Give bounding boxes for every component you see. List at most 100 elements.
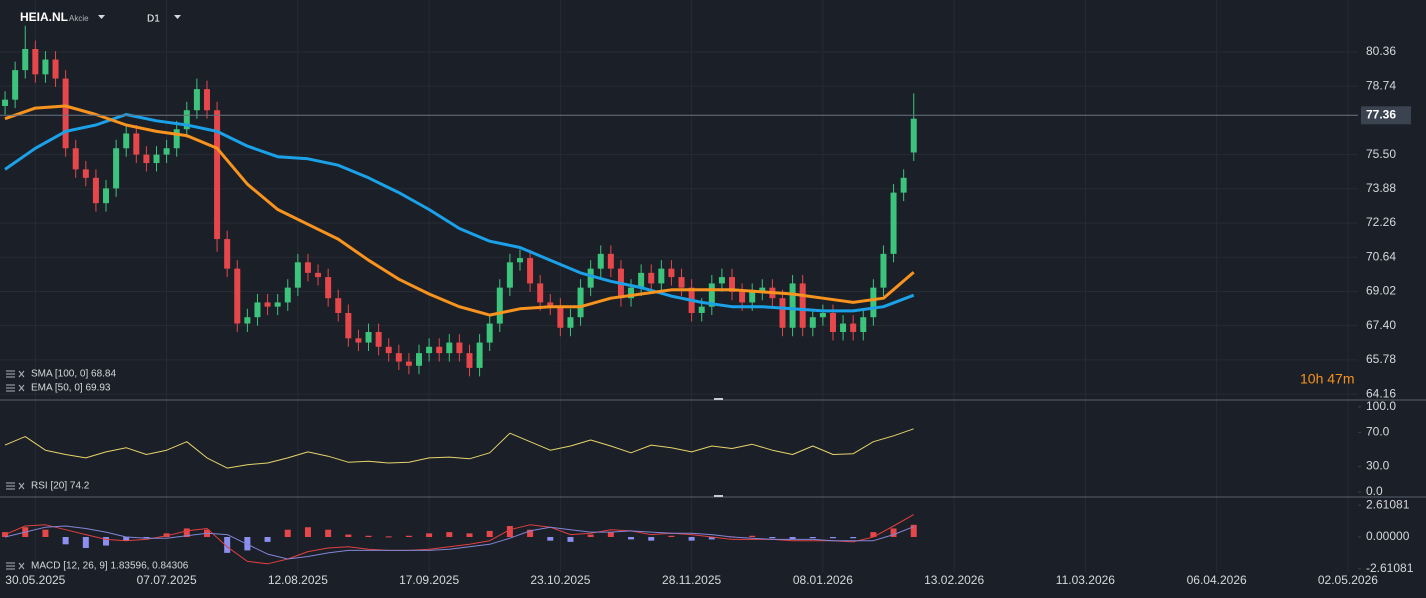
indicator-line [4,428,914,469]
y-tick-label: 0.00000 [1366,529,1410,543]
histogram-bar [244,537,251,551]
candle-body [2,99,9,107]
y-tick-label: 0.0 [1366,484,1383,498]
candle-body [607,253,614,269]
histogram-bar [446,532,453,537]
histogram-bar [809,537,816,539]
candle-body [547,302,554,307]
candle-body [32,48,39,75]
x-tick-label: 28.11.2025 [662,573,721,587]
x-tick-label: 13.02.2026 [924,573,984,587]
candle-body [527,258,534,284]
candle-body [385,346,392,354]
y-tick-label: -2.61081 [1366,561,1414,575]
histogram-bar [890,528,897,537]
candle-body [52,59,59,79]
candle-body [12,70,19,100]
candle-body [577,287,584,318]
candle-body [42,59,49,75]
histogram-bar [405,535,412,537]
candle-body [537,283,544,303]
candle-body [345,312,352,339]
legend-icons[interactable] [6,370,25,570]
candle-body [638,272,645,288]
moving-average-line [4,104,915,317]
pane-handle[interactable] [714,398,723,400]
histogram-bar [910,524,917,537]
dropdown-arrow[interactable] [98,15,105,19]
candle-body [648,272,655,284]
y-tick-label: 80.36 [1366,44,1396,58]
histogram-bar [749,535,756,537]
candle-body [739,291,746,303]
candle-body [850,323,857,332]
candle-body [436,346,443,354]
candle-body [557,306,564,328]
axes: 30.05.2025 07.07.2025 12.08.2025 17.09.2025… [5,44,1413,587]
current-price-box [1361,106,1411,125]
moving-average-line [4,113,915,313]
y-tick-label: 78.74 [1366,78,1396,92]
candle-body [264,302,271,307]
y-tick-label: 65.78 [1366,352,1396,366]
x-tick-label: 12.08.2025 [268,573,328,587]
candle-body [405,361,412,366]
candle-body [395,353,402,362]
candle-body [628,287,635,299]
candle-body [416,353,423,366]
candle-body [274,302,281,307]
timeframe[interactable]: D1 [147,14,160,25]
legend-entry: SMA [100, 0] 68.84 [31,369,116,380]
histogram-bar [143,537,150,539]
x-tick-label: 11.03.2026 [1056,573,1115,587]
legend-entry: RSI [20] 74.2 [31,481,90,492]
pane-handle[interactable] [714,495,723,497]
candle-body [668,268,675,278]
y-tick-label: 73.88 [1366,181,1396,195]
candle-body [749,291,756,303]
candle-body [759,287,766,292]
x-tick-label: 07.07.2025 [137,573,197,587]
indicator-line [4,514,914,565]
candle-body [658,268,665,284]
candle-body [678,277,685,288]
candle-body [870,287,877,318]
dropdown-arrow[interactable] [174,15,181,19]
histogram-bar [345,534,352,537]
candle-body [234,268,241,324]
candle-body [153,154,160,164]
histogram-bar [708,537,715,540]
histogram-bar [769,537,776,539]
candle-body [294,262,301,288]
candle-body [133,133,140,155]
symbol[interactable]: HEIA.NL [20,10,68,24]
histogram-bar [668,535,675,537]
y-tick-label: 72.26 [1366,215,1396,229]
histogram-bar [123,537,130,541]
candle-body [466,353,473,368]
histogram-bar [183,528,190,537]
histogram-bar [284,529,291,537]
y-tick-label: 100.0 [1366,399,1396,413]
x-tick-label: 17.09.2025 [399,573,459,587]
candle-body [304,262,311,273]
legend-entry: MACD [12, 26, 9] 1.83596, 0.84306 [31,561,189,572]
y-tick-label: 75.50 [1366,147,1396,161]
histogram-bar [264,537,271,542]
candle-body [809,317,816,328]
candle-body [819,312,826,318]
y-tick-label: 67.40 [1366,318,1396,332]
candle-body [567,317,574,328]
candle-body [426,346,433,354]
histogram-bar [365,535,372,537]
candle-body [22,48,29,71]
candle-body [718,277,725,284]
y-tick-label: 30.0 [1366,459,1390,473]
candle-body [799,283,806,328]
histogram-bar [829,537,836,539]
candle-body [476,342,483,368]
y-tick-label: 2.61081 [1366,497,1410,511]
current-price-label: 77.36 [1366,107,1396,121]
